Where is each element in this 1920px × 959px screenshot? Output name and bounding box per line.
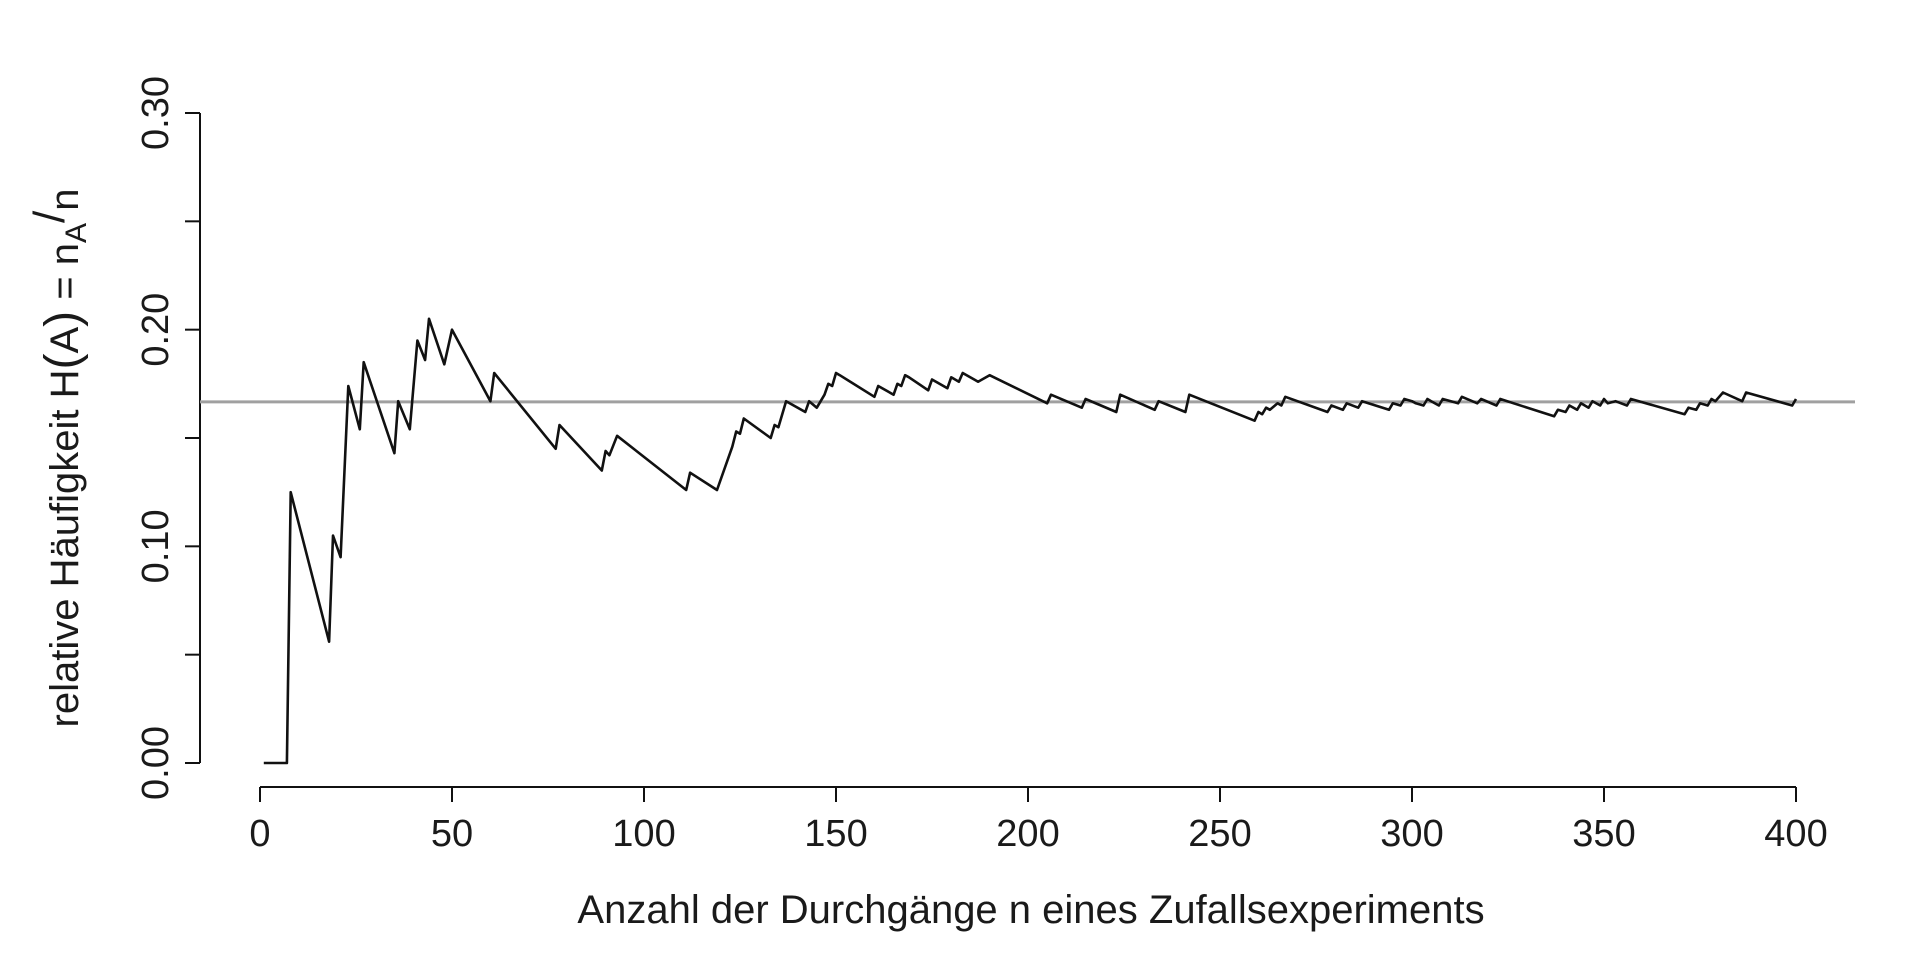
x-tick-label: 100 xyxy=(612,813,675,855)
y-tick-label: 0.10 xyxy=(135,509,177,583)
y-tick-label: 0.30 xyxy=(135,76,177,150)
y-title-equals: = n xyxy=(43,243,87,311)
svg-text:relative Häufigkeit H(A) = nA: relative Häufigkeit H(A) = nA/n xyxy=(25,189,93,728)
x-tick-label: 200 xyxy=(996,813,1059,855)
x-tick-label: 300 xyxy=(1380,813,1443,855)
y-title-subscript: A xyxy=(60,223,93,243)
y-title-slash: / xyxy=(25,210,74,223)
y-title-paren-close: ) xyxy=(36,311,89,327)
x-tick-label: 250 xyxy=(1188,813,1251,855)
x-axis: 0 50 100 150 200 250 300 350 400 xyxy=(249,786,1828,855)
y-axis-title: relative Häufigkeit H(A) = nA/n xyxy=(25,189,93,728)
y-title-n: n xyxy=(43,189,87,211)
x-tick-label: 350 xyxy=(1572,813,1635,855)
x-tick-label: 400 xyxy=(1764,813,1827,855)
y-tick-label: 0.00 xyxy=(135,726,177,800)
y-title-letter-a: A xyxy=(43,327,87,354)
x-axis-title: Anzahl der Durchgänge n eines Zufallsexp… xyxy=(577,888,1484,932)
x-tick-label: 0 xyxy=(249,813,270,855)
series-line xyxy=(263,317,1798,765)
y-title-paren-open: ( xyxy=(36,354,89,370)
y-tick-label: 0.20 xyxy=(135,293,177,367)
y-title-prefix: relative Häufigkeit H xyxy=(43,370,87,728)
y-axis: 0.00 0.10 0.20 0.30 xyxy=(135,76,201,800)
x-tick-label: 50 xyxy=(431,813,473,855)
x-tick-label: 150 xyxy=(804,813,867,855)
